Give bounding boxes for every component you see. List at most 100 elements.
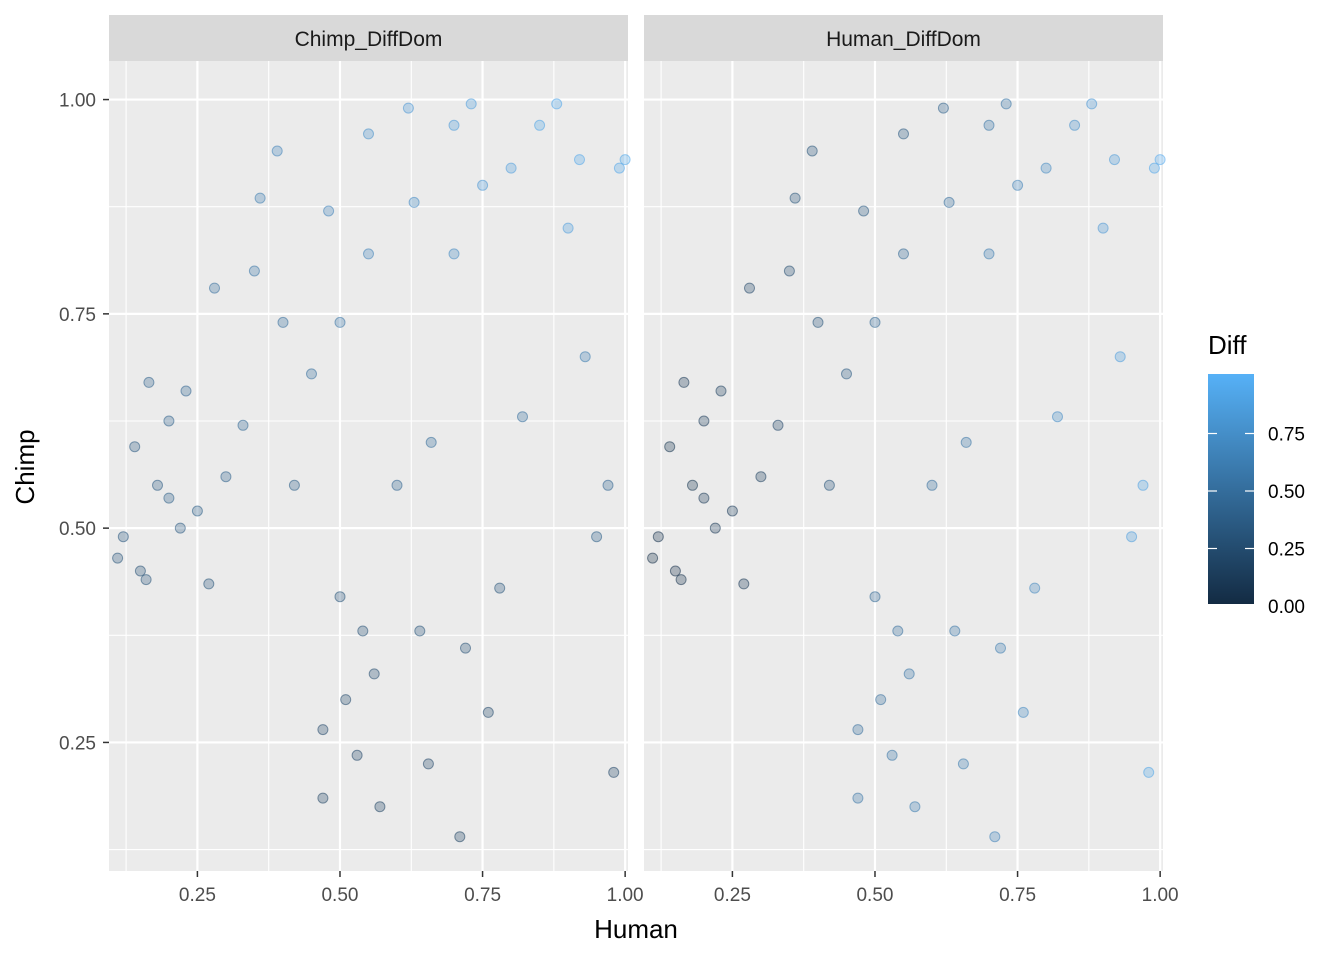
scatter-point — [937, 102, 949, 114]
legend-tick-label: 0.25 — [1268, 540, 1305, 561]
scatter-point — [806, 145, 818, 157]
scatter-point — [1086, 98, 1098, 110]
x-tick-label: 0.50 — [321, 885, 358, 906]
scatter-point — [306, 368, 317, 380]
scatter-point — [408, 196, 420, 208]
scatter-point — [619, 154, 631, 166]
scatter-point — [579, 351, 591, 363]
scatter-point — [647, 552, 659, 564]
scatter-point — [744, 282, 755, 294]
scatter-point — [237, 419, 249, 431]
scatter-point — [391, 479, 403, 491]
scatter-point — [140, 574, 152, 586]
legend-tick-label: 0.50 — [1268, 482, 1305, 503]
scatter-point — [317, 792, 329, 804]
scatter-point — [1069, 119, 1081, 131]
scatter-point — [1143, 766, 1155, 778]
scatter-point — [903, 668, 915, 680]
scatter-point — [460, 642, 471, 654]
scatter-point — [425, 436, 437, 448]
scatter-point — [1148, 162, 1160, 174]
x-tick-label: 0.75 — [999, 885, 1036, 906]
scatter-point — [852, 792, 864, 804]
facet-strip — [109, 15, 628, 61]
x-tick-label: 0.25 — [714, 885, 751, 906]
scatter-point — [869, 591, 881, 603]
scatter-point — [454, 831, 466, 843]
scatter-point — [562, 222, 574, 234]
scatter-point — [505, 162, 517, 174]
x-tick-label: 0.25 — [179, 885, 216, 906]
scatter-point — [852, 724, 864, 736]
scatter-point — [351, 749, 363, 761]
scatter-point — [755, 471, 767, 483]
scatter-point — [652, 531, 664, 543]
scatter-point — [613, 162, 625, 174]
scatter-point — [163, 492, 175, 504]
scatter-point — [841, 368, 852, 380]
scatter-point — [1137, 479, 1149, 491]
panel-background — [644, 61, 1163, 871]
scatter-point — [477, 179, 489, 191]
scatter-point — [1114, 351, 1126, 363]
scatter-point — [709, 522, 721, 534]
scatter-point — [363, 128, 374, 140]
panel-background — [109, 61, 628, 871]
scatter-point — [669, 565, 681, 577]
scatter-point — [482, 706, 494, 718]
scatter-point — [1126, 531, 1138, 543]
x-tick-label: 1.00 — [607, 885, 644, 906]
x-tick-label: 0.75 — [464, 885, 501, 906]
scatter-point — [368, 668, 380, 680]
scatter-point — [357, 625, 369, 637]
scatter-point — [1017, 706, 1029, 718]
scatter-point — [726, 505, 738, 517]
scatter-point — [957, 758, 969, 770]
scatter-point — [448, 119, 460, 131]
scatter-point — [715, 385, 727, 397]
scatter-point — [898, 248, 909, 260]
scatter-point — [551, 98, 563, 110]
scatter-point — [1109, 154, 1120, 166]
y-tick-label: 0.50 — [59, 519, 96, 540]
scatter-point — [687, 479, 698, 491]
scatter-point — [858, 205, 870, 217]
scatter-point — [608, 766, 620, 778]
scatter-point — [1000, 98, 1012, 110]
scatter-point — [675, 574, 687, 586]
scatter-point — [1154, 154, 1166, 166]
scatter-point — [494, 582, 506, 594]
scatter-point — [323, 205, 335, 217]
y-tick-label: 0.25 — [59, 733, 96, 754]
x-tick-label: 1.00 — [1142, 885, 1179, 906]
scatter-point — [448, 248, 460, 260]
scatter-point — [334, 591, 346, 603]
scatter-point — [152, 479, 163, 491]
facet-strip-label: Chimp_DiffDom — [295, 28, 443, 51]
facet-panel-chimp-diffdom: Chimp_DiffDom 0.25 0.50 0.75 1.00 — [109, 15, 644, 906]
scatter-point — [191, 505, 203, 517]
scatter-point — [1040, 162, 1052, 174]
scatter-point — [134, 565, 146, 577]
scatter-point — [983, 248, 995, 260]
scatter-point — [112, 552, 124, 564]
scatter-point — [174, 522, 186, 534]
scatter-point — [983, 119, 995, 131]
legend-tick-label: 0.00 — [1268, 597, 1305, 618]
scatter-point — [334, 316, 346, 328]
scatter-point — [209, 282, 220, 294]
scatter-point — [220, 471, 232, 483]
x-tick-label: 0.50 — [856, 885, 893, 906]
scatter-point — [602, 479, 614, 491]
scatter-point — [869, 316, 881, 328]
scatter-point — [664, 441, 676, 453]
scatter-point — [783, 265, 795, 277]
scatter-point — [898, 128, 909, 140]
scatter-point — [823, 479, 835, 491]
legend-title: Diff — [1208, 330, 1247, 360]
facet-strip — [644, 15, 1163, 61]
scatter-point — [363, 248, 374, 260]
facet-strip-label: Human_DiffDom — [826, 28, 981, 51]
